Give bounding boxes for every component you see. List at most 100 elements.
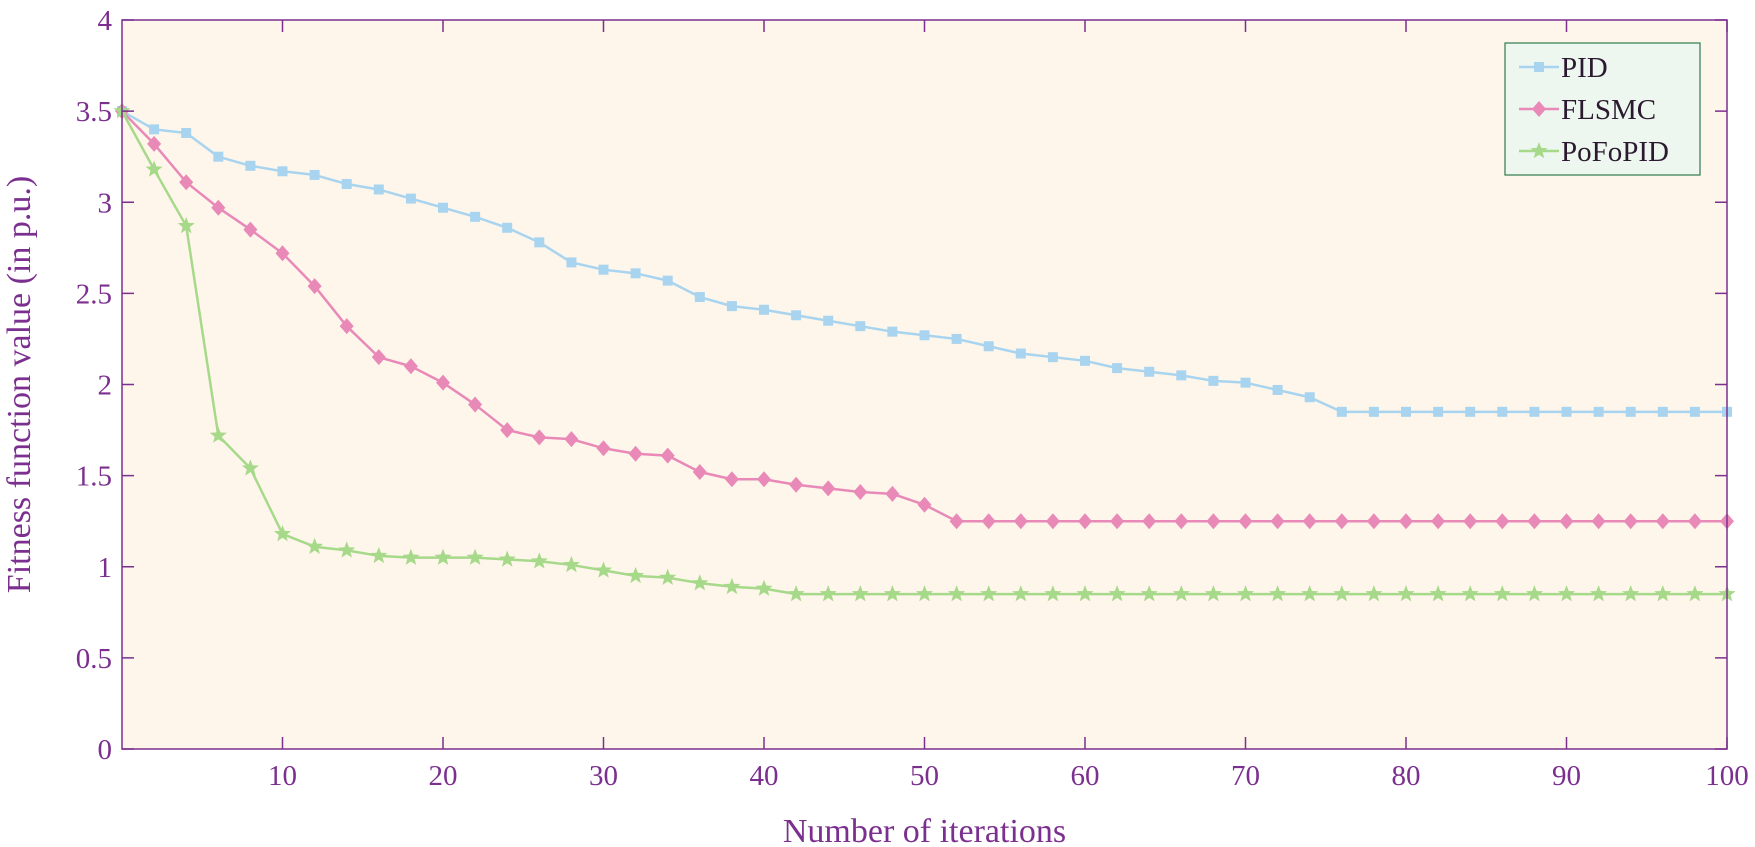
data-point-flsmc <box>500 422 515 439</box>
data-point-pid <box>1272 384 1283 395</box>
data-point-pid <box>855 321 866 332</box>
data-point-pid <box>1047 352 1058 363</box>
data-point-pofopid <box>1590 585 1608 602</box>
data-point-pofopid <box>402 548 420 565</box>
data-point-flsmc <box>468 396 483 413</box>
x-tick-label: 10 <box>268 760 297 792</box>
data-point-pid <box>1080 355 1090 366</box>
data-point-pid <box>1625 406 1636 417</box>
legend-label-pofopid: PoFoPID <box>1561 136 1669 168</box>
data-point-flsmc <box>371 349 386 366</box>
data-point-pofopid <box>755 579 773 596</box>
data-point-flsmc <box>692 463 707 480</box>
data-point-pofopid <box>338 541 356 558</box>
data-point-pid <box>1304 392 1315 403</box>
data-point-pid <box>245 160 256 171</box>
x-tick-label: 20 <box>429 760 458 792</box>
data-point-pid <box>823 315 834 326</box>
data-point-flsmc <box>1431 513 1446 530</box>
data-point-pofopid <box>1622 585 1640 602</box>
data-point-pofopid <box>1076 585 1094 602</box>
legend-item-pid: PID <box>1519 52 1608 84</box>
legend-label-pid: PID <box>1561 52 1608 84</box>
y-tick-label: 4 <box>98 5 113 37</box>
x-tick-label: 40 <box>750 760 779 792</box>
data-point-pofopid <box>883 585 901 602</box>
data-point-flsmc <box>949 513 964 530</box>
data-point-pid <box>1657 406 1668 417</box>
data-point-flsmc <box>853 484 868 501</box>
x-tick-label: 30 <box>589 760 618 792</box>
y-tick-label: 0 <box>98 734 113 766</box>
data-point-flsmc <box>1463 513 1478 530</box>
data-point-flsmc <box>1302 513 1317 530</box>
data-point-flsmc <box>1495 513 1510 530</box>
data-point-pofopid <box>241 459 259 476</box>
data-point-pid <box>1336 406 1347 417</box>
data-point-pid <box>405 193 416 204</box>
data-point-flsmc <box>403 358 418 375</box>
data-point-pid <box>213 151 224 162</box>
y-tick-label: 2 <box>98 370 113 402</box>
y-axis: 0 0.5 1 1.5 2 2.5 3 3.5 4 <box>76 5 1727 766</box>
data-point-flsmc <box>821 480 836 497</box>
series-flsmc <box>115 103 1734 530</box>
series-layer <box>113 102 1736 602</box>
data-point-pid <box>438 202 448 213</box>
data-point-flsmc <box>275 245 290 262</box>
data-point-pofopid <box>177 216 195 234</box>
legend-item-flsmc: FLSMC <box>1519 94 1656 126</box>
data-point-flsmc <box>1559 513 1574 530</box>
x-axis: 10 20 30 40 50 60 70 80 90 100 <box>268 20 1749 792</box>
plot-background <box>122 20 1727 749</box>
data-point-flsmc <box>724 471 739 488</box>
data-point-pid <box>983 341 994 352</box>
y-axis-title: Fitness function value (in p.u.) <box>1 176 38 593</box>
data-point-pid <box>309 169 320 180</box>
data-point-pofopid <box>594 561 613 578</box>
data-point-pid <box>1593 406 1604 417</box>
data-point-pid <box>1240 377 1251 388</box>
data-point-pid <box>1529 406 1540 417</box>
data-point-pofopid <box>1333 585 1351 602</box>
data-point-pofopid <box>1236 585 1255 602</box>
data-point-pid <box>1689 406 1700 417</box>
data-point-flsmc <box>339 318 354 335</box>
data-point-pofopid <box>209 426 227 443</box>
data-point-pofopid <box>1012 585 1030 602</box>
data-point-flsmc <box>1110 513 1125 530</box>
data-point-pofopid <box>1172 585 1190 602</box>
data-point-flsmc <box>1013 513 1028 530</box>
legend: PID FLSMC PoFoPID <box>1504 42 1701 176</box>
series-pid <box>117 106 1732 417</box>
y-tick-label: 1 <box>98 552 113 584</box>
data-point-flsmc <box>1623 513 1638 530</box>
data-point-flsmc <box>1206 513 1221 530</box>
data-point-pofopid <box>627 566 645 584</box>
legend-item-pofopid: PoFoPID <box>1519 136 1669 168</box>
data-point-pid <box>534 237 545 248</box>
y-tick-label: 2.5 <box>76 278 112 310</box>
data-point-pid <box>1112 363 1123 374</box>
data-point-pid <box>726 301 737 312</box>
data-point-pid <box>566 257 577 268</box>
data-point-pid <box>1401 406 1411 417</box>
y-tick-label: 3.5 <box>76 96 112 128</box>
data-point-flsmc <box>1045 513 1060 530</box>
data-point-pid <box>1144 366 1155 377</box>
data-point-pid <box>1561 406 1572 417</box>
data-point-pid <box>630 268 641 279</box>
data-point-pid <box>277 166 288 177</box>
data-point-flsmc <box>243 221 258 238</box>
data-point-pofopid <box>980 585 998 602</box>
data-point-pofopid <box>145 160 163 177</box>
data-point-flsmc <box>532 429 547 446</box>
x-tick-label: 70 <box>1231 760 1260 792</box>
data-point-pofopid <box>466 548 484 565</box>
data-point-pid <box>919 330 930 341</box>
data-point-flsmc <box>1142 513 1157 530</box>
data-point-pid <box>149 124 160 135</box>
y-tick-label: 3 <box>98 187 113 219</box>
data-point-pofopid <box>1461 585 1479 602</box>
